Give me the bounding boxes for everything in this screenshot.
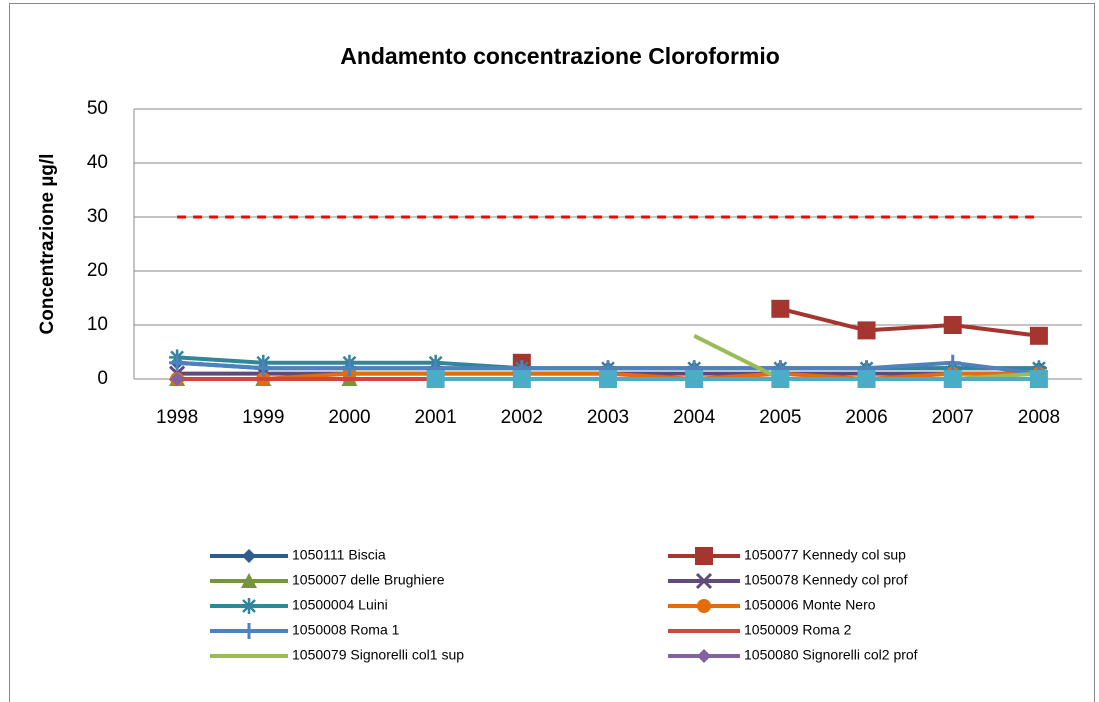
legend-label: 1050111 Biscia	[292, 547, 386, 563]
x-tick-label: 1999	[242, 407, 284, 428]
legend-label: 1050079 Signorelli col1 sup	[292, 647, 464, 663]
marker	[695, 547, 713, 565]
marker	[697, 599, 711, 613]
series-line	[779, 306, 1040, 338]
y-tick-label: 50	[87, 98, 108, 119]
x-tick-label: 2000	[328, 407, 370, 428]
legend-label: 1050007 delle Brughiere	[292, 572, 445, 588]
marker	[944, 354, 961, 371]
marker	[241, 598, 257, 614]
marker	[255, 360, 272, 377]
legend-label: 1050080 Signorelli col2 prof	[744, 647, 918, 663]
marker	[512, 370, 531, 388]
marker	[1029, 326, 1048, 345]
marker	[169, 354, 186, 371]
y-axis-title: Concentrazione µg/l	[37, 154, 58, 335]
marker	[857, 321, 876, 340]
y-tick-label: 0	[97, 368, 108, 389]
legend-label: 10500004 Luini	[292, 597, 388, 613]
legend-label: 1050009 Roma 2	[744, 622, 852, 638]
y-tick-label: 30	[87, 206, 108, 227]
legend-label: 1050078 Kennedy col prof	[744, 572, 908, 588]
x-tick-label: 1998	[156, 407, 198, 428]
marker	[943, 370, 962, 388]
chart-frame	[9, 3, 1095, 702]
marker	[771, 299, 790, 318]
x-tick-label: 2005	[759, 407, 801, 428]
legend-label: 1050008 Roma 1	[292, 622, 400, 638]
marker	[943, 316, 962, 334]
marker	[857, 370, 876, 388]
marker	[1029, 370, 1048, 388]
legend-label: 1050077 Kennedy col sup	[744, 547, 906, 563]
legend-label: 1050006 Monte Nero	[744, 597, 876, 613]
x-tick-label: 2003	[587, 407, 629, 428]
marker	[685, 370, 704, 388]
marker	[241, 573, 257, 588]
x-tick-label: 2007	[932, 407, 974, 428]
marker	[697, 649, 711, 663]
marker	[771, 370, 790, 388]
marker	[695, 572, 713, 590]
x-tick-label: 2008	[1018, 407, 1060, 428]
marker	[242, 549, 256, 563]
marker	[170, 372, 185, 386]
y-tick-label: 40	[87, 152, 108, 173]
marker	[341, 360, 358, 377]
marker	[426, 370, 445, 388]
marker	[599, 370, 617, 388]
y-tick-label: 10	[87, 314, 108, 335]
x-tick-label: 2002	[501, 407, 543, 428]
y-tick-label: 20	[87, 260, 108, 281]
x-tick-label: 2004	[673, 407, 716, 428]
x-tick-label: 2006	[845, 407, 887, 428]
chart-title: Andamento concentrazione Cloroformio	[340, 43, 780, 69]
x-tick-label: 2001	[414, 407, 456, 428]
marker	[241, 623, 257, 639]
